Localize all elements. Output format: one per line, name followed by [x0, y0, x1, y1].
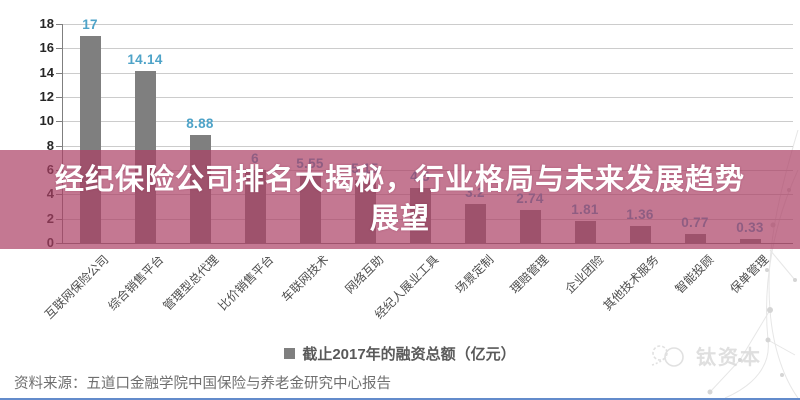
y-tick-label: 18: [39, 16, 54, 31]
category-label-5: 网络互助: [342, 252, 387, 297]
category-label-8: 理赔管理: [507, 252, 552, 297]
y-tick-mark: [56, 145, 62, 147]
category-label-9: 企业团险: [562, 252, 607, 297]
title-overlay-band: 经纪保险公司排名大揭秘，行业格局与未来发展趋势 展望: [0, 150, 800, 249]
category-label-7: 场景定制: [452, 252, 497, 297]
watermark: 钛资本: [650, 341, 762, 370]
category-label-1: 综合销售平台: [105, 252, 167, 314]
gridline-y16: [62, 48, 793, 50]
y-axis-line: [62, 24, 63, 243]
gridline-y8: [62, 145, 793, 147]
y-tick-label: 10: [39, 113, 54, 129]
y-tick-mark: [56, 97, 62, 98]
watermark-label: 钛资本: [696, 347, 762, 369]
y-tick-mark: [56, 121, 62, 123]
y-tick-label: 16: [39, 40, 54, 56]
y-tick-label: 12: [39, 89, 54, 104]
category-label-12: 保单管理: [727, 252, 772, 297]
page-title: 经纪保险公司排名大揭秘，行业格局与未来发展趋势 展望: [0, 161, 800, 239]
category-label-0: 互联网保险公司: [42, 252, 112, 322]
y-tick-mark: [56, 24, 62, 25]
page-title-line2: 展望: [369, 202, 430, 235]
y-tick-mark: [56, 72, 62, 74]
category-label-3: 比价销售平台: [215, 252, 277, 314]
bar-value-label-1: 14.14: [127, 51, 163, 67]
category-label-2: 管理型总代理: [160, 252, 222, 314]
bottom-divider: [0, 398, 800, 400]
gridline-y14: [62, 72, 793, 74]
bar-value-label-0: 17: [82, 17, 98, 33]
y-tick-mark: [56, 48, 62, 50]
page-title-line1: 经纪保险公司排名大揭秘，行业格局与未来发展趋势: [54, 163, 745, 196]
gridline-y10: [62, 121, 793, 123]
chart-legend: 截止2017年的融资总额（亿元）: [0, 343, 800, 364]
category-label-4: 车联网技术: [278, 252, 332, 305]
gridline-y12: [62, 97, 793, 98]
legend-label: 截止2017年的融资总额（亿元）: [302, 346, 516, 363]
y-tick-label: 14: [39, 64, 54, 80]
bar-value-label-2: 8.88: [186, 115, 214, 131]
legend-swatch-icon: [284, 348, 296, 359]
gridline-y18: [62, 24, 793, 25]
watermark-logo-icon: [651, 344, 684, 367]
y-tick-label: 8: [46, 137, 54, 153]
category-label-10: 其他技术服务: [600, 252, 662, 314]
category-label-11: 智能投顾: [672, 252, 717, 297]
source-attribution: 资料来源：五道口金融学院中国保险与养老金研究中心报告: [14, 376, 391, 392]
